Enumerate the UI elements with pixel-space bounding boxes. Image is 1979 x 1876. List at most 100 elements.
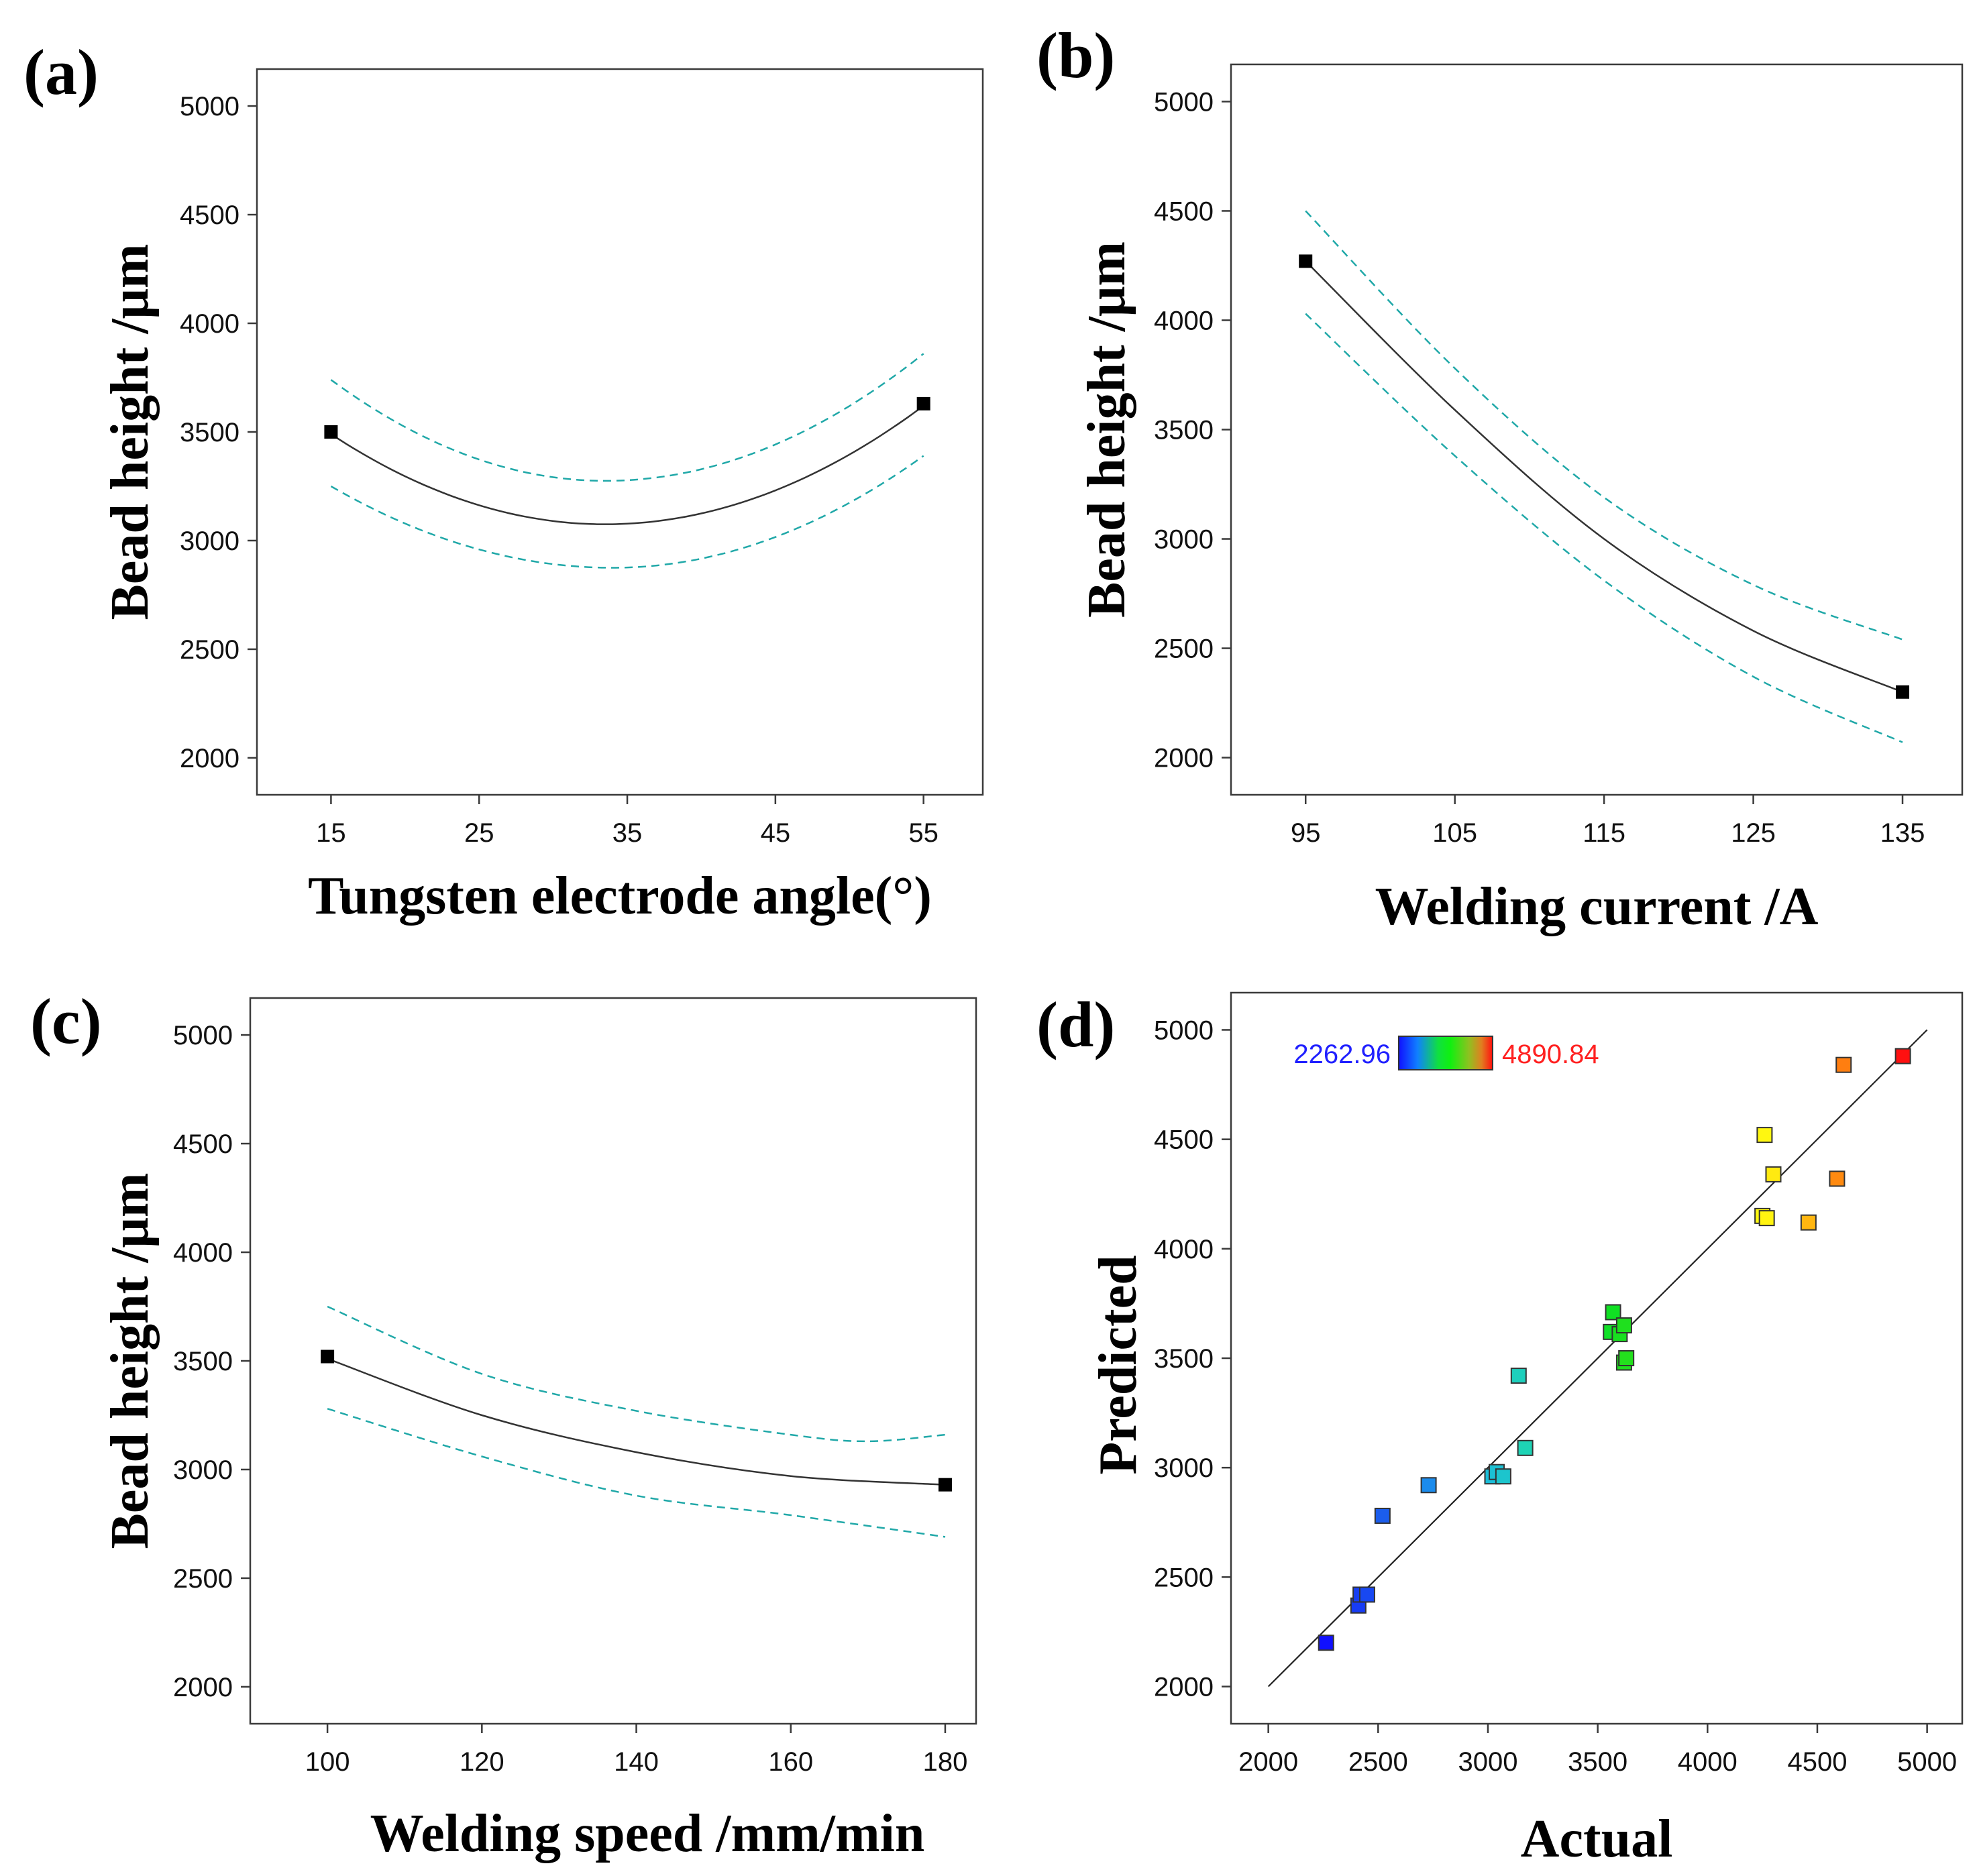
x-tick-label-a: 15 <box>316 818 346 848</box>
ci-upper-line-a <box>330 353 924 482</box>
y-tick-label-c: 4000 <box>173 1238 233 1268</box>
y-tick-label-d: 5000 <box>1154 1015 1214 1045</box>
y-tick-label-c: 3500 <box>173 1347 233 1376</box>
scatter-point <box>1615 1317 1632 1334</box>
data-point-a <box>324 425 338 439</box>
y-tick-label-b: 4000 <box>1154 306 1214 335</box>
data-point-b <box>1896 685 1910 699</box>
y-tick-label-a: 3000 <box>180 527 239 556</box>
x-tick-label-c: 180 <box>923 1747 968 1777</box>
y-tick-label-c: 3000 <box>173 1455 233 1485</box>
scatter-point <box>1894 1048 1911 1064</box>
scatter-point <box>1374 1507 1391 1524</box>
scatter-point <box>1318 1635 1334 1651</box>
plot-frame-c <box>249 997 977 1725</box>
fit-line-c <box>327 1358 946 1486</box>
x-axis-title-b: Welding current /A <box>1375 877 1819 936</box>
y-tick-label-a: 2500 <box>180 635 239 665</box>
data-point-c <box>938 1478 952 1492</box>
x-tick-label-a: 25 <box>464 818 494 848</box>
panel-a: 2000 2500 3000 3500 4000 4500 5000 15 25 35 45 55 (a… <box>23 36 984 926</box>
data-point-c <box>321 1349 335 1364</box>
panel-d: 2000 2500 3000 3500 4000 4500 5000 2000 2500 3000… <box>1036 989 1964 1869</box>
x-tick-label-a: 45 <box>761 818 791 848</box>
panel-label-a: (a) <box>23 36 99 108</box>
data-point-a <box>916 396 930 410</box>
ci-lower-line-c <box>327 1408 946 1538</box>
x-tick-label-d: 4000 <box>1678 1747 1737 1777</box>
data-point-b <box>1299 254 1313 268</box>
y-tick-label-b: 4500 <box>1154 197 1214 226</box>
x-tick-label-c: 100 <box>305 1747 350 1777</box>
fit-line-b <box>1305 260 1903 693</box>
y-tick-label-d: 4500 <box>1154 1125 1214 1155</box>
y-axis-title-c: Bead height /μm <box>101 1173 160 1549</box>
scatter-point <box>1517 1439 1534 1456</box>
x-tick-label-a: 55 <box>908 818 939 848</box>
x-tick-label-d: 3000 <box>1458 1747 1517 1777</box>
scatter-point <box>1618 1350 1635 1366</box>
x-tick-label-d: 3500 <box>1568 1747 1627 1777</box>
scatter-point <box>1420 1477 1437 1494</box>
scatter-point <box>1829 1170 1846 1187</box>
colorbar <box>1398 1036 1493 1070</box>
panel-b: 2000 2500 3000 3500 4000 4500 5000 95 105 115 125 1… <box>1036 19 1964 936</box>
y-tick-label-b: 2000 <box>1154 744 1214 773</box>
fit-line-a <box>330 405 924 525</box>
panel-label-d: (d) <box>1036 989 1115 1060</box>
y-tick-label-c: 2500 <box>173 1564 233 1594</box>
x-tick-label-b: 115 <box>1583 818 1625 848</box>
x-tick-label-d: 5000 <box>1897 1747 1957 1777</box>
x-tick-label-b: 125 <box>1731 818 1776 848</box>
ci-upper-line-c <box>327 1305 946 1443</box>
scatter-point <box>1800 1214 1817 1231</box>
y-tick-label-b: 5000 <box>1154 87 1214 117</box>
ci-upper-line-b <box>1305 210 1903 641</box>
scatter-point <box>1835 1056 1852 1073</box>
colorbar-max-label: 4890.84 <box>1502 1040 1599 1069</box>
y-tick-label-c: 4500 <box>173 1129 233 1159</box>
panel-label-c: (c) <box>30 985 102 1057</box>
scatter-point <box>1358 1586 1375 1603</box>
y-tick-label-d: 3000 <box>1154 1453 1214 1483</box>
scatter-point <box>1756 1127 1773 1144</box>
x-axis-title-d: Actual <box>1521 1810 1673 1869</box>
scatter-point <box>1495 1468 1511 1485</box>
y-tick-label-d: 2000 <box>1154 1673 1214 1702</box>
y-tick-label-b: 3000 <box>1154 525 1214 555</box>
x-tick-label-c: 160 <box>768 1747 813 1777</box>
y-tick-label-d: 3500 <box>1154 1344 1214 1374</box>
ci-lower-line-a <box>330 455 924 569</box>
y-tick-label-a: 4000 <box>180 309 239 339</box>
y-tick-label-d: 2500 <box>1154 1563 1214 1592</box>
x-tick-label-d: 2500 <box>1348 1747 1408 1777</box>
y-tick-label-a: 2000 <box>180 744 239 773</box>
y-tick-label-b: 2500 <box>1154 634 1214 664</box>
plot-frame-a <box>256 68 984 796</box>
x-tick-label-d: 4500 <box>1787 1747 1847 1777</box>
scatter-point <box>1605 1304 1621 1321</box>
x-tick-label-b: 95 <box>1291 818 1321 848</box>
diagonal-line <box>1267 1029 1928 1688</box>
colorbar-min-label: 2262.96 <box>1293 1040 1391 1069</box>
x-tick-label-c: 120 <box>460 1747 504 1777</box>
scatter-point <box>1758 1210 1775 1227</box>
scatter-point <box>1765 1166 1782 1182</box>
x-axis-title-a: Tungsten electrode angle(°) <box>308 867 932 926</box>
y-axis-title-d: Predicted <box>1089 1255 1148 1474</box>
x-tick-label-b: 105 <box>1432 818 1477 848</box>
plot-frame-b <box>1230 63 1964 796</box>
y-axis-title-b: Bead height /μm <box>1077 241 1136 618</box>
y-axis-title-a: Bead height /μm <box>101 244 160 620</box>
y-tick-label-c: 2000 <box>173 1673 233 1702</box>
y-tick-label-b: 3500 <box>1154 416 1214 445</box>
ci-lower-line-b <box>1305 313 1903 743</box>
x-tick-label-b: 135 <box>1880 818 1925 848</box>
scatter-point <box>1510 1368 1527 1384</box>
y-tick-label-d: 4000 <box>1154 1235 1214 1264</box>
y-tick-label-a: 3500 <box>180 418 239 447</box>
y-tick-label-a: 5000 <box>180 92 239 121</box>
panel-label-b: (b) <box>1036 19 1115 91</box>
x-tick-label-d: 2000 <box>1238 1747 1298 1777</box>
